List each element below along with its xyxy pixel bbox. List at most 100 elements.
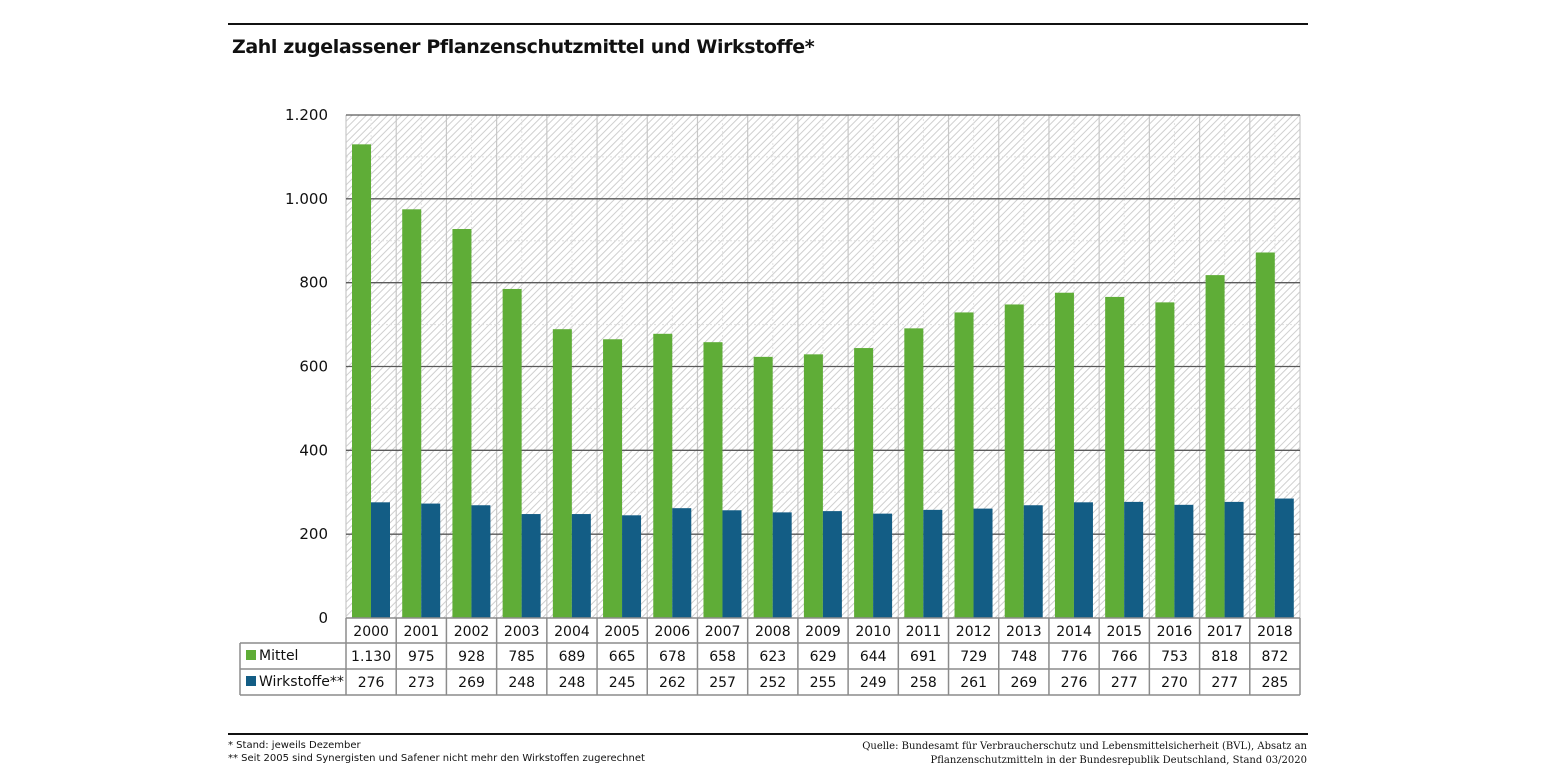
- bar-mittel: [552, 329, 572, 618]
- bar-wirkstoffe: [1174, 504, 1194, 618]
- data-label: 766: [1111, 649, 1138, 665]
- x-tick-label: 2014: [1056, 624, 1092, 640]
- data-label: 277: [1111, 675, 1138, 691]
- y-tick-label: 600: [299, 358, 328, 376]
- data-label: 785: [508, 649, 535, 665]
- footnote-2: ** Seit 2005 sind Synergisten und Safene…: [228, 753, 645, 764]
- bar-mittel: [1004, 304, 1024, 618]
- data-label: 252: [759, 675, 786, 691]
- x-tick-label: 2006: [655, 624, 691, 640]
- x-tick-label: 2007: [705, 624, 741, 640]
- bar-mittel: [854, 348, 874, 618]
- data-label: 245: [609, 675, 636, 691]
- top-rule: [228, 23, 1308, 25]
- y-tick-label: 1.200: [285, 106, 328, 124]
- data-label: 691: [910, 649, 937, 665]
- data-label: 689: [559, 649, 586, 665]
- source-note: Quelle: Bundesamt für Verbraucherschutz …: [862, 740, 1307, 768]
- data-label: 255: [810, 675, 837, 691]
- data-label: 261: [960, 675, 987, 691]
- data-label: 276: [358, 675, 385, 691]
- bar-mittel: [1205, 275, 1225, 618]
- data-label: 665: [609, 649, 636, 665]
- data-label: 729: [960, 649, 987, 665]
- bar-wirkstoffe: [1073, 502, 1093, 618]
- data-table: 2000 2001 2002 2003 2004 2005 2006 2007 2008 2009…: [239, 617, 1301, 696]
- bar-mittel: [603, 339, 623, 618]
- bar-mittel: [1105, 296, 1125, 618]
- data-label: 257: [709, 675, 736, 691]
- y-tick-label: 0: [318, 609, 328, 627]
- data-label: 248: [508, 675, 535, 691]
- x-tick-label: 2002: [454, 624, 490, 640]
- data-label: 818: [1211, 649, 1238, 665]
- data-label: 928: [458, 649, 485, 665]
- legend-label: Mittel: [259, 648, 298, 664]
- y-tick-label: 400: [299, 441, 328, 459]
- source-line-1: Quelle: Bundesamt für Verbraucherschutz …: [862, 741, 1307, 752]
- legend-label: Wirkstoffe**: [259, 674, 344, 690]
- bar-wirkstoffe: [1274, 498, 1294, 618]
- data-label: 1.130: [351, 649, 391, 665]
- x-tick-label: 2018: [1257, 624, 1293, 640]
- legend-swatch-mittel: [246, 650, 256, 660]
- x-tick-label: 2000: [353, 624, 389, 640]
- x-tick-label: 2001: [403, 624, 439, 640]
- bar-mittel: [703, 342, 723, 618]
- y-tick-label: 1.000: [285, 190, 328, 208]
- x-tick-label: 2004: [554, 624, 590, 640]
- data-label: 270: [1161, 675, 1188, 691]
- bar-mittel: [1054, 292, 1074, 618]
- x-tick-label: 2010: [855, 624, 891, 640]
- bar-wirkstoffe: [1224, 501, 1244, 618]
- bar-wirkstoffe: [772, 512, 792, 618]
- data-label: 285: [1262, 675, 1289, 691]
- bar-wirkstoffe: [371, 502, 390, 618]
- bar-wirkstoffe: [471, 505, 491, 618]
- x-tick-label: 2003: [504, 624, 540, 640]
- data-label: 249: [860, 675, 887, 691]
- x-tick-label: 2012: [956, 624, 992, 640]
- bar-wirkstoffe: [822, 511, 842, 618]
- data-label: 753: [1161, 649, 1188, 665]
- source-line-2: Pflanzenschutzmitteln in der Bundesrepub…: [930, 755, 1307, 766]
- bar-mittel: [904, 328, 924, 618]
- bar-wirkstoffe: [722, 510, 742, 618]
- x-tick-label: 2017: [1207, 624, 1243, 640]
- data-label: 277: [1211, 675, 1238, 691]
- bar-wirkstoffe: [622, 515, 642, 618]
- data-label: 748: [1010, 649, 1037, 665]
- bottom-rule: [228, 733, 1308, 735]
- x-tick-label: 2016: [1157, 624, 1193, 640]
- data-label: 629: [810, 649, 837, 665]
- y-tick-label: 800: [299, 274, 328, 292]
- data-label: 269: [458, 675, 485, 691]
- bar-wirkstoffe: [521, 514, 541, 618]
- bar-wirkstoffe: [421, 503, 441, 618]
- bar-mittel: [352, 144, 371, 618]
- y-tick-label: 200: [299, 525, 328, 543]
- bar-wirkstoffe: [1124, 501, 1144, 618]
- x-tick-label: 2015: [1106, 624, 1142, 640]
- data-label: 975: [408, 649, 435, 665]
- bar-wirkstoffe: [923, 509, 943, 618]
- x-tick-label: 2009: [805, 624, 841, 640]
- data-label: 872: [1262, 649, 1289, 665]
- x-tick-label: 2008: [755, 624, 791, 640]
- data-label: 258: [910, 675, 937, 691]
- data-label: 262: [659, 675, 686, 691]
- bar-wirkstoffe: [571, 514, 591, 618]
- chart-title: Zahl zugelassener Pflanzenschutzmittel u…: [232, 36, 815, 58]
- y-axis-ticks: 0 200 400 600 800 1.000 1.200: [285, 106, 328, 627]
- data-label: 644: [860, 649, 887, 665]
- bar-mittel: [402, 209, 422, 618]
- data-label: 269: [1010, 675, 1037, 691]
- bar-wirkstoffe: [873, 513, 893, 618]
- footnotes: * Stand: jeweils Dezember ** Seit 2005 s…: [228, 739, 645, 765]
- x-tick-label: 2011: [906, 624, 942, 640]
- data-label: 248: [559, 675, 586, 691]
- bar-wirkstoffe: [1023, 505, 1043, 618]
- bars: [352, 144, 1294, 618]
- bar-wirkstoffe: [973, 508, 993, 618]
